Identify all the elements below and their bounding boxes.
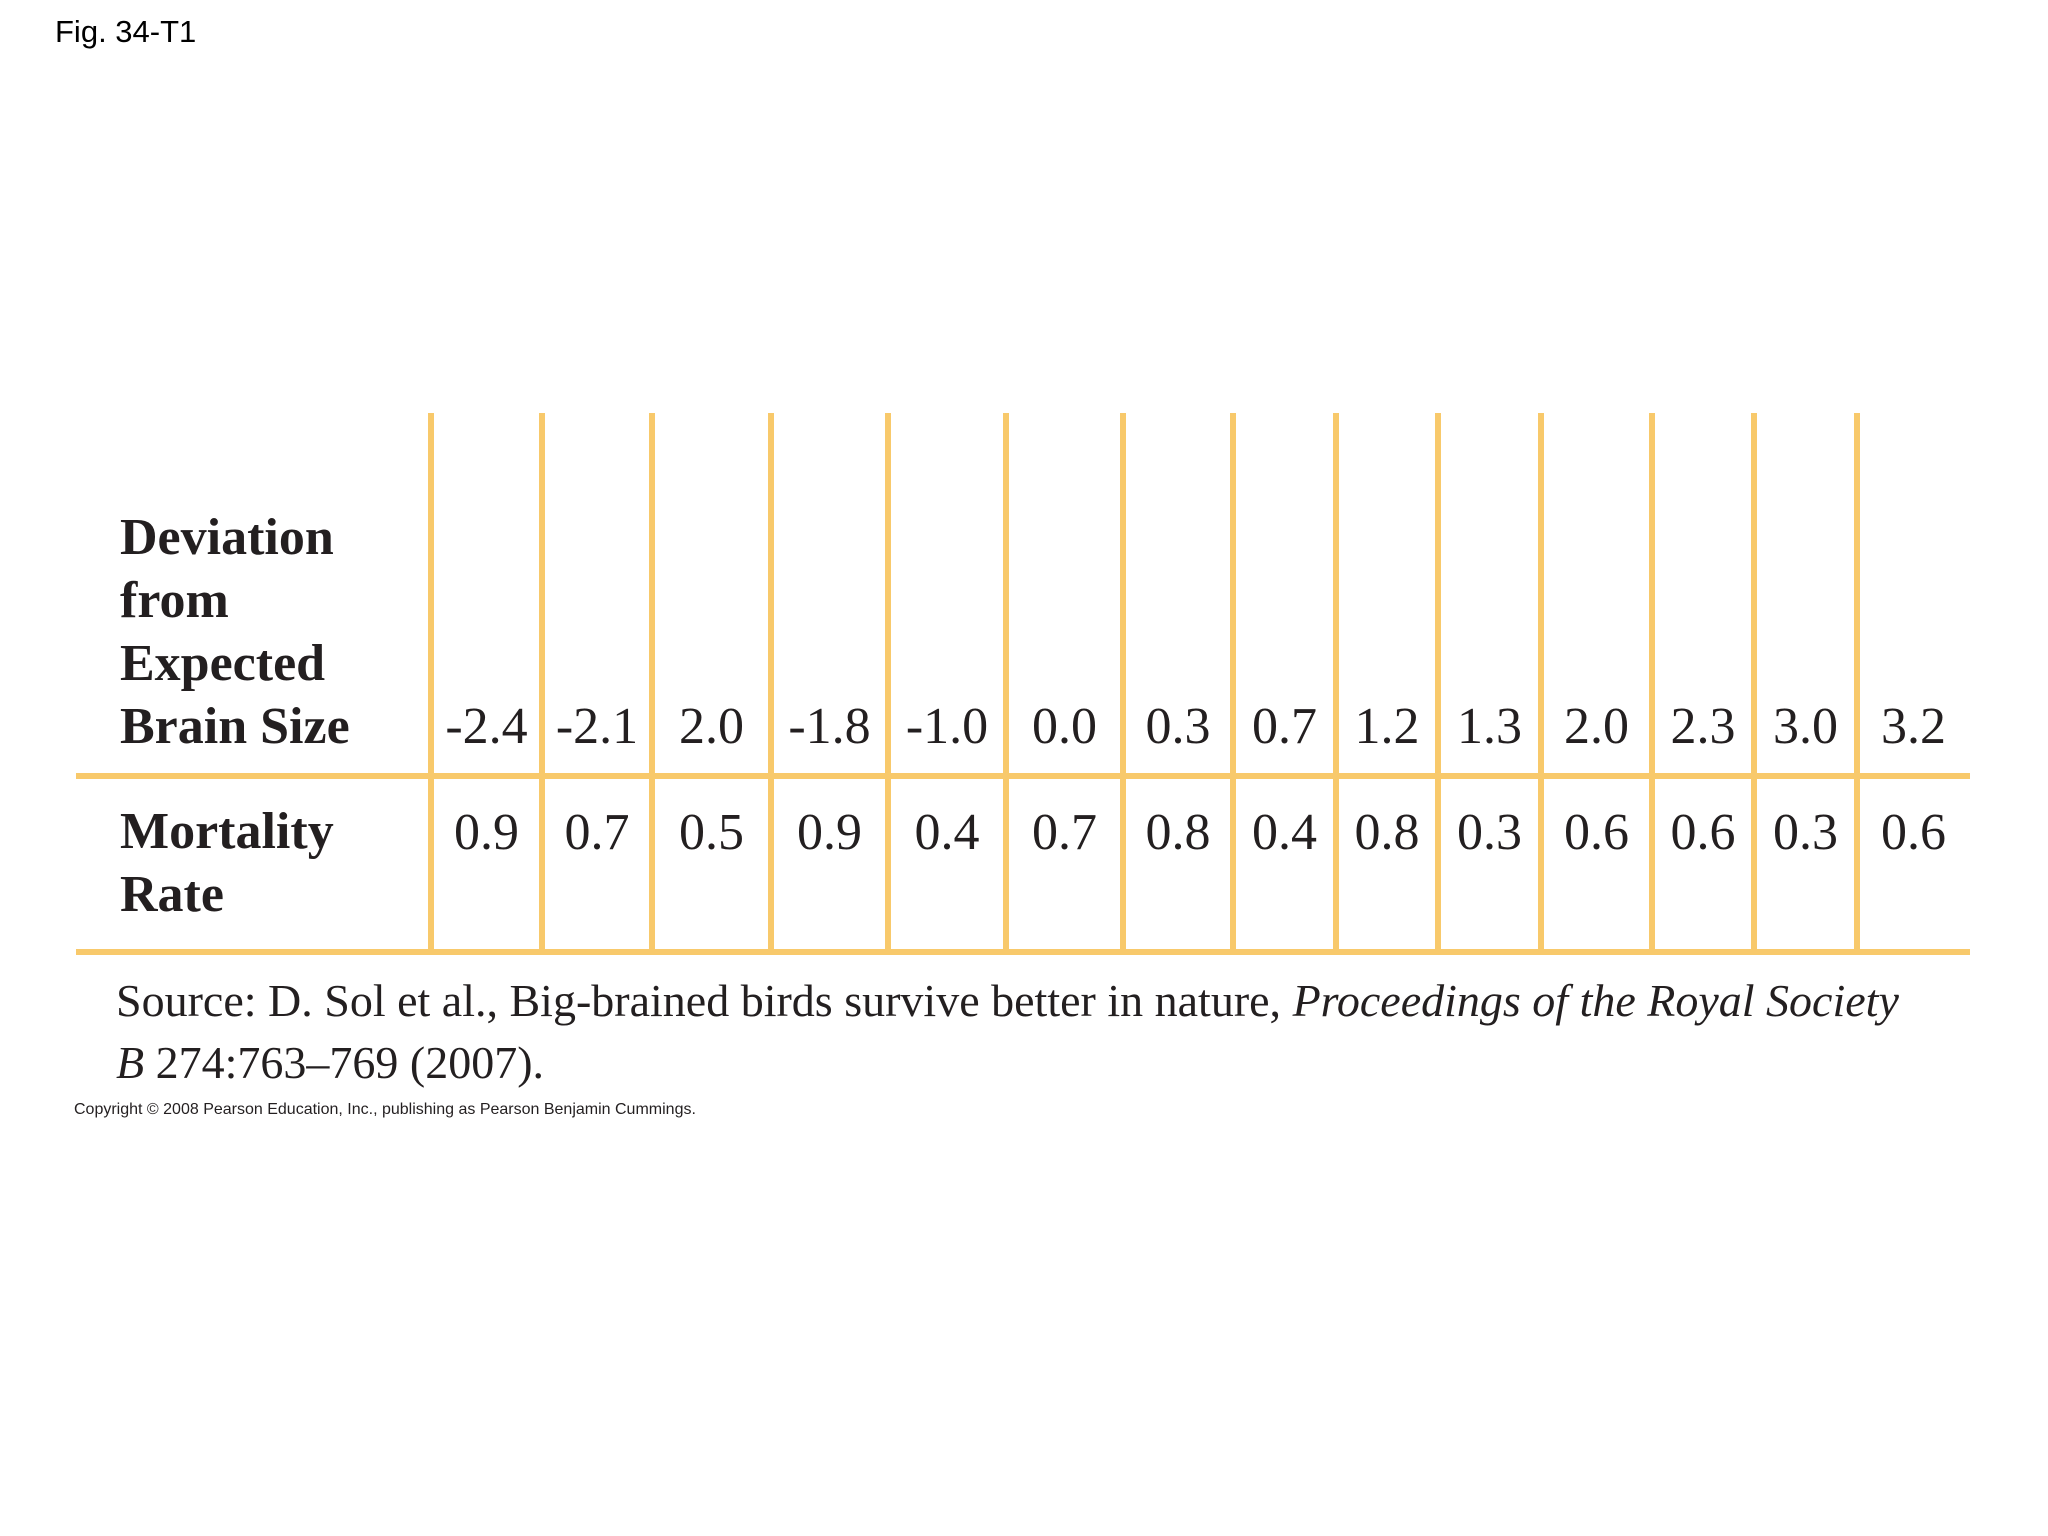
row-header: Deviation from Expected Brain Size xyxy=(120,509,350,755)
table-cell: 0.0 xyxy=(1032,698,1097,755)
table-cell: 0.4 xyxy=(1252,804,1317,861)
vertical-rule xyxy=(1333,413,1339,952)
horizontal-rule xyxy=(76,949,1970,955)
table-cell: 2.0 xyxy=(679,698,744,755)
vertical-rule xyxy=(1230,413,1236,952)
table-cell: 0.3 xyxy=(1145,698,1211,755)
vertical-rule xyxy=(1120,413,1126,952)
table-cell: 0.3 xyxy=(1457,804,1522,861)
vertical-rule xyxy=(1435,413,1441,952)
vertical-rule xyxy=(768,413,774,952)
table-cell: 1.2 xyxy=(1354,698,1420,755)
vertical-rule xyxy=(885,413,891,952)
table-cell: 0.6 xyxy=(1564,804,1629,861)
vertical-rule xyxy=(428,413,434,952)
table-cell: -2.4 xyxy=(445,698,528,755)
table-cell: 2.0 xyxy=(1564,698,1629,755)
table-cell: 0.9 xyxy=(454,804,519,861)
vertical-rule xyxy=(1751,413,1757,952)
vertical-rule xyxy=(1538,413,1544,952)
table-cell: 0.6 xyxy=(1670,804,1736,861)
table-cell: 1.3 xyxy=(1457,698,1522,755)
source-journal: Proceedings of the Royal Society B xyxy=(116,975,1899,1088)
row-header: Mortality Rate xyxy=(120,803,334,923)
source-prefix: Source: D. Sol et al., Big-brained birds… xyxy=(116,975,1293,1026)
table-cell: 0.7 xyxy=(564,804,630,861)
table-cell: -1.8 xyxy=(788,698,871,755)
table-cell: 3.0 xyxy=(1773,698,1838,755)
source-citation: Source: D. Sol et al., Big-brained birds… xyxy=(116,970,1916,1094)
table-cell: 0.8 xyxy=(1145,804,1211,861)
table-cell: 0.5 xyxy=(679,804,744,861)
vertical-rule xyxy=(649,413,655,952)
table-cell: 3.2 xyxy=(1881,698,1946,755)
table-cell: 0.3 xyxy=(1773,804,1838,861)
table-cell: 0.9 xyxy=(797,804,862,861)
table-cell: 0.8 xyxy=(1354,804,1420,861)
table-cell: 0.7 xyxy=(1252,698,1317,755)
vertical-rule xyxy=(1003,413,1009,952)
vertical-rule xyxy=(1854,413,1860,952)
table-cell: -2.1 xyxy=(555,698,639,755)
table-cell: 0.6 xyxy=(1881,804,1946,861)
horizontal-rule xyxy=(76,773,1970,779)
vertical-rule xyxy=(1649,413,1655,952)
copyright: Copyright © 2008 Pearson Education, Inc.… xyxy=(74,1101,696,1118)
table-cell: 0.4 xyxy=(914,804,980,861)
table-cell: 0.7 xyxy=(1032,804,1097,861)
source-citation-detail: 274:763–769 (2007). xyxy=(144,1037,545,1088)
figure-label: Fig. 34-T1 xyxy=(55,14,197,49)
table-cell: -1.0 xyxy=(905,698,989,755)
vertical-rule xyxy=(539,413,545,952)
table-cell: 2.3 xyxy=(1670,698,1736,755)
